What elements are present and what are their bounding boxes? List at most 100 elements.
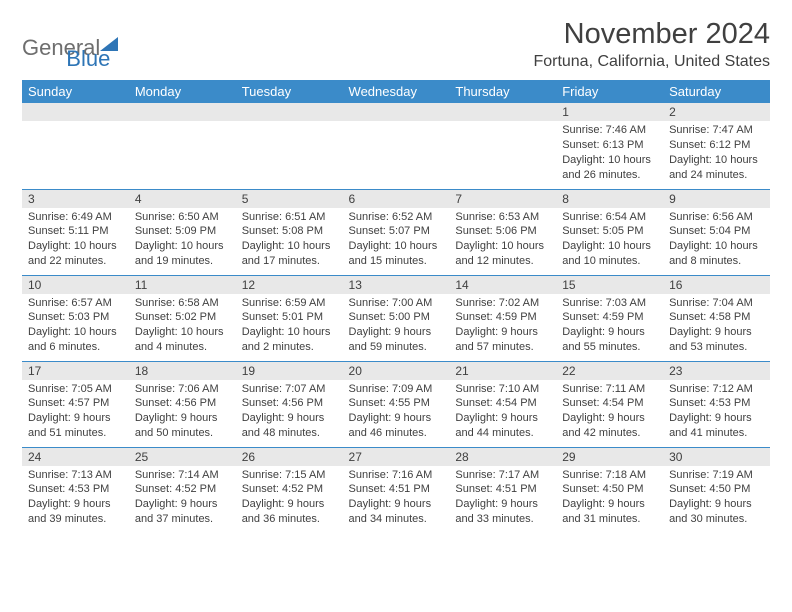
day-content: Sunrise: 7:03 AMSunset: 4:59 PMDaylight:… [556,294,663,357]
sunrise-text: Sunrise: 7:12 AM [669,382,764,397]
week-row: 1Sunrise: 7:46 AMSunset: 6:13 PMDaylight… [22,103,770,189]
sunrise-text: Sunrise: 7:00 AM [349,296,444,311]
location-label: Fortuna, California, United States [533,53,770,71]
day-number: 1 [556,103,663,121]
sunset-text: Sunset: 5:08 PM [242,224,337,239]
weekday-header: Saturday [663,80,770,103]
day-content: Sunrise: 7:15 AMSunset: 4:52 PMDaylight:… [236,466,343,529]
day-number [236,103,343,121]
week-row: 17Sunrise: 7:05 AMSunset: 4:57 PMDayligh… [22,361,770,447]
sunrise-text: Sunrise: 7:07 AM [242,382,337,397]
sunrise-text: Sunrise: 7:15 AM [242,468,337,483]
day-cell: 21Sunrise: 7:10 AMSunset: 4:54 PMDayligh… [449,361,556,447]
day-content: Sunrise: 7:16 AMSunset: 4:51 PMDaylight:… [343,466,450,529]
day-number [129,103,236,121]
daylight-text: Daylight: 9 hours and 30 minutes. [669,497,764,527]
sunset-text: Sunset: 4:50 PM [562,482,657,497]
logo-text-blue: Blue [66,46,110,72]
sunrise-text: Sunrise: 7:02 AM [455,296,550,311]
sunrise-text: Sunrise: 6:52 AM [349,210,444,225]
day-content: Sunrise: 7:02 AMSunset: 4:59 PMDaylight:… [449,294,556,357]
day-number: 7 [449,190,556,208]
weekday-header: Monday [129,80,236,103]
week-row: 24 Sunrise: 7:13 AMSunset: 4:53 PM Dayligh… [22,447,770,533]
sunset-text: Sunset: 5:02 PM [135,310,230,325]
day-cell [22,103,129,189]
day-number: 15 [556,276,663,294]
day-cell: 15Sunrise: 7:03 AMSunset: 4:59 PMDayligh… [556,275,663,361]
daylight-text: Daylight: 9 hours and 42 minutes. [562,411,657,441]
day-cell: 16Sunrise: 7:04 AMSunset: 4:58 PMDayligh… [663,275,770,361]
sunset-text: Sunset: 4:57 PM [28,396,123,411]
day-cell: 27Sunrise: 7:16 AMSunset: 4:51 PMDayligh… [343,447,450,533]
daylight-text: Daylight: 9 hours and 57 minutes. [455,325,550,355]
sunrise-text: Sunrise: 7:14 AM [135,468,230,483]
day-number: 4 [129,190,236,208]
day-content: Sunrise: 7:18 AMSunset: 4:50 PMDaylight:… [556,466,663,529]
day-number: 10 [22,276,129,294]
week-row: 3Sunrise: 6:49 AMSunset: 5:11 PMDaylight… [22,189,770,275]
day-content: Sunrise: 7:19 AMSunset: 4:50 PMDaylight:… [663,466,770,529]
sunrise-text: Sunrise: 6:51 AM [242,210,337,225]
day-content: Sunrise: 7:05 AMSunset: 4:57 PMDaylight:… [22,380,129,443]
day-number: 27 [343,448,450,466]
daylight-text: Daylight: 9 hours and 51 minutes. [28,411,123,441]
day-content: Sunrise: 6:54 AMSunset: 5:05 PMDaylight:… [556,208,663,271]
sunrise-text: Sunrise: 7:13 AM [28,468,123,483]
sunrise-text: Sunrise: 6:50 AM [135,210,230,225]
day-content: Sunrise: 6:49 AMSunset: 5:11 PMDaylight:… [22,208,129,271]
logo: General Blue [22,24,110,72]
day-cell: 22Sunrise: 7:11 AMSunset: 4:54 PMDayligh… [556,361,663,447]
daylight-text: Daylight: 10 hours and 24 minutes. [669,153,764,183]
sunrise-text: Sunrise: 6:53 AM [455,210,550,225]
day-cell: 17Sunrise: 7:05 AMSunset: 4:57 PMDayligh… [22,361,129,447]
daylight-text: Daylight: 9 hours and 44 minutes. [455,411,550,441]
sunset-text: Sunset: 4:59 PM [562,310,657,325]
daylight-text: Daylight: 9 hours and 37 minutes. [135,497,230,527]
day-number [449,103,556,121]
sunrise-text: Sunrise: 6:54 AM [562,210,657,225]
calendar-body: 1Sunrise: 7:46 AMSunset: 6:13 PMDaylight… [22,103,770,533]
sunset-text: Sunset: 4:56 PM [242,396,337,411]
sunset-text: Sunset: 5:09 PM [135,224,230,239]
day-number: 5 [236,190,343,208]
sunset-text: Sunset: 5:00 PM [349,310,444,325]
weekday-header-row: Sunday Monday Tuesday Wednesday Thursday… [22,80,770,103]
sunset-text: Sunset: 4:53 PM [28,482,123,497]
day-number: 14 [449,276,556,294]
daylight-text: Daylight: 9 hours and 55 minutes. [562,325,657,355]
sunrise-text: Sunrise: 7:09 AM [349,382,444,397]
weekday-header: Wednesday [343,80,450,103]
day-number: 18 [129,362,236,380]
day-cell: 29Sunrise: 7:18 AMSunset: 4:50 PMDayligh… [556,447,663,533]
day-number: 12 [236,276,343,294]
sunset-text: Sunset: 4:58 PM [669,310,764,325]
sunrise-text: Sunrise: 7:46 AM [562,123,657,138]
month-title: November 2024 [533,18,770,51]
day-number [343,103,450,121]
day-cell [236,103,343,189]
daylight-text: Daylight: 9 hours and 59 minutes. [349,325,444,355]
day-number: 24 [22,448,129,466]
day-cell: 7Sunrise: 6:53 AMSunset: 5:06 PMDaylight… [449,189,556,275]
day-number: 21 [449,362,556,380]
sunset-text: Sunset: 4:56 PM [135,396,230,411]
day-content: Sunrise: 6:56 AMSunset: 5:04 PMDaylight:… [663,208,770,271]
day-cell: 18Sunrise: 7:06 AMSunset: 4:56 PMDayligh… [129,361,236,447]
day-number: 6 [343,190,450,208]
day-number: 28 [449,448,556,466]
day-number: 29 [556,448,663,466]
day-cell: 8Sunrise: 6:54 AMSunset: 5:05 PMDaylight… [556,189,663,275]
sunset-text: Sunset: 4:54 PM [562,396,657,411]
day-content: Sunrise: 7:09 AMSunset: 4:55 PMDaylight:… [343,380,450,443]
daylight-text: Daylight: 9 hours and 50 minutes. [135,411,230,441]
sunrise-text: Sunrise: 7:19 AM [669,468,764,483]
day-number [22,103,129,121]
title-block: November 2024 Fortuna, California, Unite… [533,18,770,71]
daylight-text: Daylight: 10 hours and 8 minutes. [669,239,764,269]
sunset-text: Sunset: 4:51 PM [349,482,444,497]
day-cell: 3Sunrise: 6:49 AMSunset: 5:11 PMDaylight… [22,189,129,275]
day-number: 2 [663,103,770,121]
weekday-header: Sunday [22,80,129,103]
weekday-header: Friday [556,80,663,103]
